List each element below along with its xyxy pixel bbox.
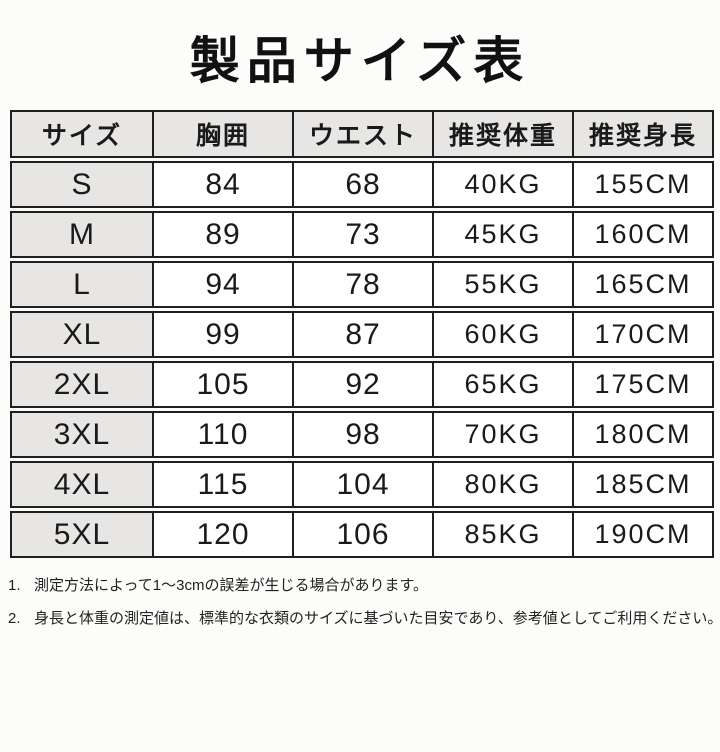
- cell-waist: 98: [292, 413, 432, 456]
- cell-waist: 68: [292, 163, 432, 206]
- table-row: L 94 78 55KG 165CM: [10, 261, 714, 308]
- footnotes: 1. 測定方法によって1～3cmの誤差が生じる場合があります。 2. 身長と体重…: [8, 576, 720, 629]
- cell-height: 160CM: [572, 213, 712, 256]
- header-weight: 推奨体重: [432, 112, 572, 156]
- cell-weight: 45KG: [432, 213, 572, 256]
- footnote-2: 2. 身長と体重の測定値は、標準的な衣類のサイズに基づいた目安であり、参考値とし…: [8, 609, 720, 629]
- footnote-number: 1.: [8, 577, 21, 594]
- header-chest: 胸囲: [152, 112, 292, 156]
- cell-chest: 120: [152, 513, 292, 556]
- cell-weight: 70KG: [432, 413, 572, 456]
- cell-weight: 55KG: [432, 263, 572, 306]
- footnote-text: 身長と体重の測定値は、標準的な衣類のサイズに基づいた目安であり、参考値としてご利…: [34, 610, 720, 627]
- cell-size: 5XL: [12, 513, 152, 556]
- table-row: XL 99 87 60KG 170CM: [10, 311, 714, 358]
- footnote-1: 1. 測定方法によって1～3cmの誤差が生じる場合があります。: [8, 576, 714, 596]
- cell-size: 2XL: [12, 363, 152, 406]
- cell-size: XL: [12, 313, 152, 356]
- header-size: サイズ: [41, 122, 123, 150]
- cell-weight: 85KG: [432, 513, 572, 556]
- cell-size: M: [12, 213, 152, 256]
- cell-weight: 65KG: [432, 363, 572, 406]
- page-title: 製品サイズ表: [189, 33, 531, 89]
- header-waist: ウエスト: [292, 112, 432, 156]
- size-table: サイズ 胸囲 ウエスト 推奨体重 推奨身長 S 84 68 40KG 155CM…: [10, 110, 714, 558]
- cell-waist: 78: [292, 263, 432, 306]
- cell-waist: 87: [292, 313, 432, 356]
- cell-height: 170CM: [572, 313, 712, 356]
- cell-height: 165CM: [572, 263, 712, 306]
- cell-chest: 110: [152, 413, 292, 456]
- table-row: 5XL 120 106 85KG 190CM: [10, 511, 714, 558]
- size-chart-page: 製品サイズ表 サイズ 胸囲 ウエスト 推奨体重 推奨身長 S 84 68 40K…: [0, 32, 720, 629]
- table-header-row: サイズ 胸囲 ウエスト 推奨体重 推奨身長: [10, 110, 714, 158]
- footnote-text: 測定方法によって1～3cmの誤差が生じる場合があります。: [34, 577, 428, 594]
- cell-weight: 80KG: [432, 463, 572, 506]
- cell-weight: 40KG: [432, 163, 572, 206]
- cell-waist: 104: [292, 463, 432, 506]
- cell-weight: 60KG: [432, 313, 572, 356]
- cell-chest: 115: [152, 463, 292, 506]
- cell-size: L: [12, 263, 152, 306]
- cell-height: 180CM: [572, 413, 712, 456]
- table-row: S 84 68 40KG 155CM: [10, 161, 714, 208]
- table-row: 3XL 110 98 70KG 180CM: [10, 411, 714, 458]
- table-row: M 89 73 45KG 160CM: [10, 211, 714, 258]
- table-row: 2XL 105 92 65KG 175CM: [10, 361, 714, 408]
- cell-chest: 99: [152, 313, 292, 356]
- cell-chest: 84: [152, 163, 292, 206]
- cell-chest: 89: [152, 213, 292, 256]
- cell-size: 3XL: [12, 413, 152, 456]
- cell-waist: 73: [292, 213, 432, 256]
- cell-height: 155CM: [572, 163, 712, 206]
- cell-height: 190CM: [572, 513, 712, 556]
- footnote-number: 2.: [8, 610, 21, 627]
- cell-height: 185CM: [572, 463, 712, 506]
- cell-chest: 105: [152, 363, 292, 406]
- cell-waist: 106: [292, 513, 432, 556]
- cell-chest: 94: [152, 263, 292, 306]
- cell-height: 175CM: [572, 363, 712, 406]
- cell-size: 4XL: [12, 463, 152, 506]
- table-row: 4XL 115 104 80KG 185CM: [10, 461, 714, 508]
- cell-waist: 92: [292, 363, 432, 406]
- cell-size: S: [12, 163, 152, 206]
- header-height: 推奨身長: [572, 112, 712, 156]
